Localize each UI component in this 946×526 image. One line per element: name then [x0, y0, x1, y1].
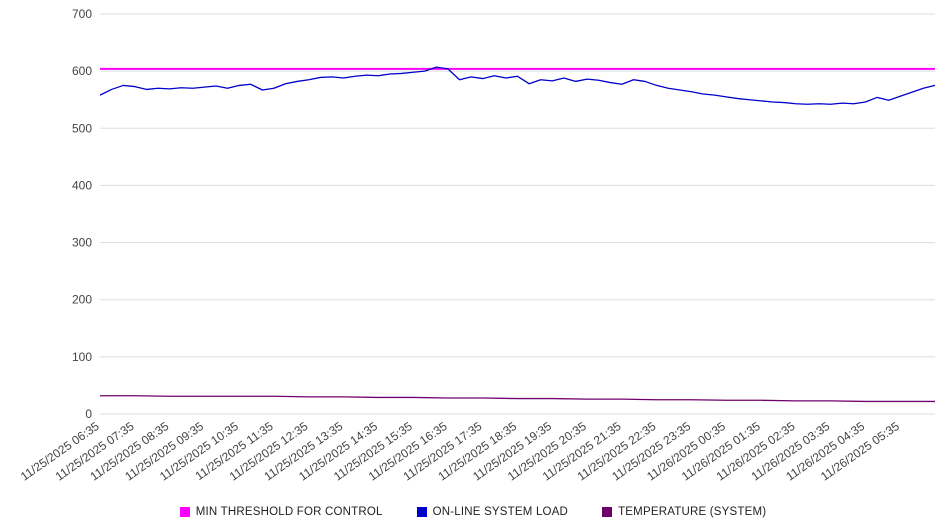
legend-label-system-load: ON-LINE SYSTEM LOAD — [432, 506, 569, 518]
y-tick-label: 500 — [72, 121, 92, 135]
legend-item-system-load[interactable]: ON-LINE SYSTEM LOAD — [416, 506, 569, 518]
legend-swatch-system-load-icon — [416, 507, 427, 517]
y-tick-label: 600 — [72, 64, 92, 78]
legend-item-temperature[interactable]: TEMPERATURE (SYSTEM) — [602, 506, 766, 518]
series-line-1 — [99, 66, 936, 105]
y-tick-label: 100 — [72, 350, 92, 364]
y-tick-label: 300 — [72, 236, 92, 250]
legend-item-min-threshold[interactable]: MIN THRESHOLD FOR CONTROL — [179, 506, 383, 518]
y-tick-label: 700 — [72, 7, 92, 21]
legend-swatch-temperature-icon — [602, 507, 613, 517]
series-line-2 — [100, 395, 935, 403]
y-tick-label: 400 — [72, 178, 92, 192]
chart-legend: MIN THRESHOLD FOR CONTROL ON-LINE SYSTEM… — [0, 506, 946, 518]
legend-label-temperature: TEMPERATURE (SYSTEM) — [618, 506, 767, 518]
y-tick-label: 200 — [72, 293, 92, 307]
legend-swatch-min-threshold-icon — [179, 507, 190, 517]
y-tick-label: 0 — [85, 407, 92, 421]
legend-label-min-threshold: MIN THRESHOLD FOR CONTROL — [195, 506, 383, 518]
